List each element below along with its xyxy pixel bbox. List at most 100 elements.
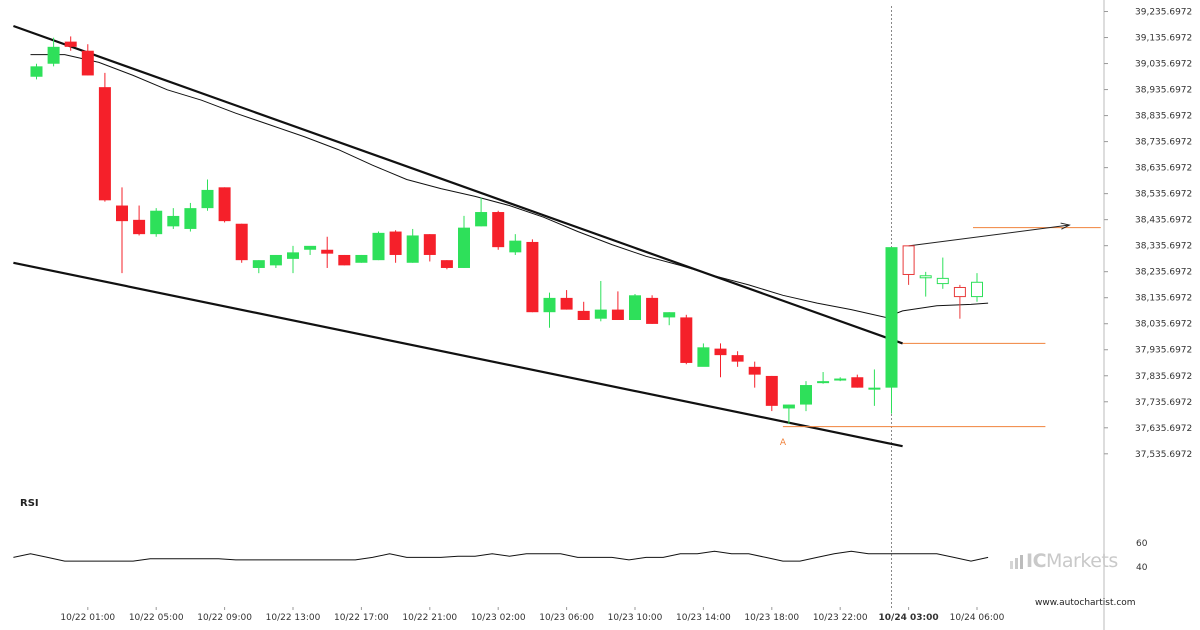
candle-down [577, 310, 590, 321]
candle-up [184, 208, 197, 229]
candles [30, 36, 898, 425]
time-tick-label: 10/24 06:00 [950, 613, 1005, 623]
price-tick-label: 37,635.6972 [1135, 424, 1192, 434]
candle-up [30, 66, 43, 77]
price-tick-label: 38,835.6972 [1135, 112, 1192, 122]
time-tick-label: 10/22 13:00 [266, 613, 321, 623]
candle-down [440, 260, 453, 268]
candle-up [150, 210, 163, 235]
candle-down [116, 205, 128, 222]
rsi-tick-label: 60 [1136, 539, 1148, 549]
target-arrow-head [1060, 222, 1071, 230]
forecast-candle [902, 245, 915, 275]
candle-up [201, 189, 214, 209]
candle-up [509, 240, 522, 253]
candle-down [389, 231, 402, 255]
rsi-path [13, 550, 989, 562]
candle-up [269, 254, 282, 266]
candle-down [646, 297, 659, 324]
price-tick-label: 37,935.6972 [1135, 346, 1192, 356]
point-label: A [780, 438, 787, 448]
price-tick-label: 38,435.6972 [1135, 216, 1192, 226]
candle-down [526, 241, 539, 313]
channel-trend-lines [13, 24, 903, 448]
candle-up [304, 245, 317, 250]
target-arrow-line [908, 224, 1070, 247]
candle-up [885, 247, 898, 388]
candle-down [714, 348, 727, 356]
brand-name-bold: IC [1026, 550, 1047, 572]
candle-down [851, 377, 864, 388]
candle-down [64, 41, 77, 47]
time-tick-label: 10/23 22:00 [813, 613, 868, 623]
time-tick-label: 10/23 14:00 [676, 613, 731, 623]
brand-name-rest: Markets [1046, 550, 1118, 572]
candle-up [834, 378, 847, 381]
candle-up [47, 46, 60, 64]
candle-up [287, 252, 299, 259]
price-tick-label: 37,735.6972 [1135, 398, 1192, 408]
time-tick-label: 10/24 03:00 [879, 613, 939, 623]
time-tick-label: 10/23 06:00 [539, 613, 594, 623]
price-levels: A [780, 222, 1101, 448]
rsi-label: RSI [20, 498, 39, 509]
candle-up [629, 295, 641, 321]
time-tick-label: 10/23 10:00 [608, 613, 663, 623]
candle-down [98, 87, 111, 201]
candle-down [680, 317, 693, 363]
candle-down [611, 309, 624, 321]
candle-down [338, 254, 351, 266]
price-axis: 39,235.6972 39,135.6972 39,035.6972 38,935.… [891, 0, 1192, 630]
price-tick-label: 38,535.6972 [1135, 190, 1192, 200]
price-tick-label: 38,035.6972 [1135, 320, 1192, 330]
forecast-candles [902, 245, 983, 319]
forecast-candle [971, 281, 983, 298]
price-tick-label: 38,935.6972 [1135, 86, 1192, 96]
candle-up [697, 347, 710, 367]
price-tick-label: 38,135.6972 [1135, 294, 1192, 304]
candle-down [492, 212, 505, 248]
moving-average-line [30, 54, 989, 318]
candle-up [252, 260, 265, 268]
price-tick-label: 37,835.6972 [1135, 372, 1192, 382]
candle-up [475, 212, 488, 227]
candle-up [355, 254, 368, 263]
candle-up [406, 235, 419, 263]
moving-average-path [30, 54, 989, 318]
price-tick-label: 39,035.6972 [1135, 60, 1192, 70]
time-tick-label: 10/22 17:00 [334, 613, 389, 623]
price-tick-label: 38,635.6972 [1135, 164, 1192, 174]
rsi-line [13, 550, 989, 562]
price-tick-label: 39,135.6972 [1135, 34, 1192, 44]
candle-down [218, 187, 231, 222]
candle-up [372, 232, 385, 261]
time-tick-label: 10/22 09:00 [197, 613, 252, 623]
candle-up [543, 297, 556, 313]
brand-bars-icon [1010, 555, 1023, 569]
price-tick-label: 38,235.6972 [1135, 268, 1192, 278]
forecast-candle [919, 275, 932, 279]
forecast-candle [936, 277, 949, 285]
time-tick-label: 10/22 01:00 [60, 613, 115, 623]
price-tick-label: 38,735.6972 [1135, 138, 1192, 148]
candle-down [748, 366, 761, 375]
trend-line [13, 24, 903, 345]
candle-up [800, 385, 812, 405]
candle-up [167, 215, 180, 227]
forecast-candle [953, 286, 966, 298]
candle-up [594, 309, 607, 319]
candle-down [133, 219, 146, 235]
candle-up [458, 227, 470, 268]
candle-down [81, 50, 94, 76]
candle-down [765, 375, 778, 406]
watermark: www.autochartist.com [1035, 598, 1136, 608]
candle-down [560, 297, 573, 310]
candle-up [663, 312, 676, 318]
price-tick-label: 39,235.6972 [1135, 8, 1192, 18]
time-tick-label: 10/23 18:00 [744, 613, 799, 623]
price-tick-label: 37,535.6972 [1135, 450, 1192, 460]
candle-down [321, 249, 334, 254]
time-tick-label: 10/22 05:00 [129, 613, 184, 623]
rsi-tick-label: 40 [1136, 563, 1148, 573]
